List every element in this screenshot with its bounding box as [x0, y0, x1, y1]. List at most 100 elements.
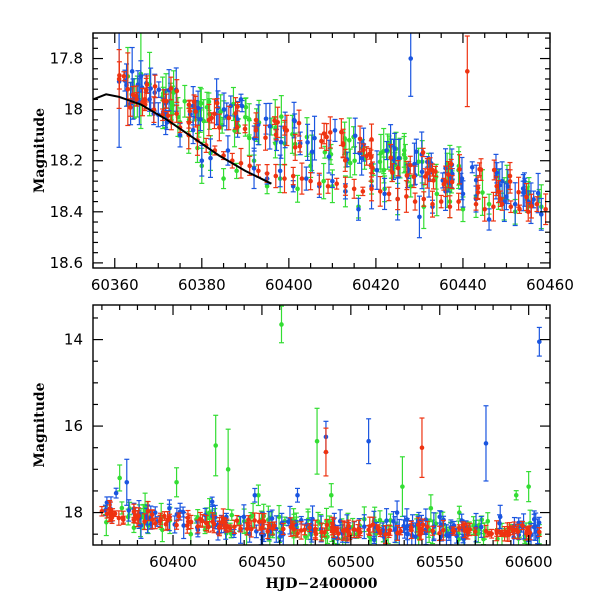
- data-point: [267, 102, 273, 150]
- data-point: [235, 101, 241, 112]
- data-point: [420, 518, 426, 532]
- data-point: [430, 171, 436, 190]
- series-red: [99, 417, 542, 544]
- data-point: [120, 515, 126, 524]
- data-point: [260, 512, 266, 530]
- data-point: [121, 71, 127, 82]
- data-point: [197, 107, 203, 132]
- data-point: [340, 128, 346, 159]
- data-point: [360, 186, 366, 197]
- data-point: [483, 405, 489, 482]
- data-point: [204, 91, 210, 123]
- data-point: [131, 522, 137, 534]
- x-tick-label: 60400: [149, 553, 197, 571]
- data-point: [291, 101, 297, 139]
- data-point: [165, 510, 171, 531]
- data-point: [305, 123, 311, 162]
- data-point: [396, 138, 402, 178]
- data-point: [327, 116, 333, 149]
- data-point: [295, 174, 301, 203]
- data-point: [456, 524, 462, 532]
- data-point: [421, 191, 427, 207]
- data-point: [243, 97, 249, 118]
- data-point: [297, 140, 303, 153]
- data-point: [203, 514, 209, 532]
- data-point: [157, 514, 163, 529]
- plot-area: [93, 33, 549, 239]
- data-point: [459, 156, 465, 201]
- y-tick-label: 18.4: [50, 203, 83, 221]
- data-point: [156, 81, 162, 99]
- data-point: [378, 133, 384, 173]
- data-point: [151, 96, 157, 124]
- data-point: [145, 500, 151, 522]
- data-point: [277, 154, 283, 188]
- data-point: [134, 509, 140, 528]
- data-point: [499, 529, 505, 538]
- data-point: [445, 160, 451, 189]
- data-point: [246, 119, 252, 156]
- data-point: [428, 494, 434, 523]
- data-point: [321, 527, 327, 538]
- data-point: [325, 178, 331, 194]
- data-point: [109, 510, 115, 525]
- y-tick-label: 18.6: [50, 254, 83, 272]
- data-point: [408, 33, 414, 97]
- x-tick-label: 60420: [352, 276, 400, 294]
- data-point: [174, 104, 180, 123]
- data-point: [256, 512, 262, 531]
- data-point: [361, 143, 367, 157]
- data-point: [494, 529, 500, 537]
- data-point: [176, 512, 182, 521]
- data-point: [206, 103, 212, 137]
- data-point: [536, 326, 542, 357]
- data-point: [357, 125, 363, 153]
- data-point: [308, 171, 314, 191]
- data-point: [303, 166, 309, 191]
- data-point: [255, 104, 261, 146]
- data-point: [536, 527, 542, 538]
- data-point: [381, 156, 387, 184]
- data-point: [543, 193, 549, 226]
- data-point: [335, 527, 341, 540]
- data-point: [460, 521, 466, 529]
- data-point: [469, 161, 475, 174]
- y-axis-title: Magnitude: [32, 382, 48, 467]
- data-point: [299, 162, 305, 195]
- data-point: [448, 158, 454, 170]
- data-point: [513, 490, 519, 501]
- data-point: [489, 528, 495, 539]
- data-point: [402, 143, 408, 173]
- data-point: [514, 525, 520, 534]
- data-point: [342, 521, 348, 540]
- data-point: [271, 521, 277, 531]
- data-point: [386, 186, 392, 202]
- data-point: [174, 467, 180, 498]
- data-point: [411, 165, 417, 189]
- data-point: [386, 529, 392, 539]
- data-point: [314, 407, 320, 475]
- data-point: [280, 522, 286, 536]
- data-point: [119, 501, 125, 515]
- data-point: [161, 89, 167, 113]
- data-point: [177, 121, 183, 134]
- data-point: [464, 35, 470, 108]
- data-point: [447, 195, 453, 219]
- data-point: [331, 526, 337, 535]
- data-point: [185, 509, 191, 526]
- data-point: [472, 527, 478, 536]
- data-point: [491, 159, 497, 181]
- data-point: [239, 99, 245, 113]
- data-point: [429, 190, 435, 218]
- data-point: [211, 98, 217, 130]
- data-point: [517, 204, 523, 214]
- data-point: [366, 418, 372, 465]
- data-point: [263, 124, 269, 151]
- data-point: [216, 517, 222, 537]
- series-blue: [116, 33, 544, 239]
- data-point: [226, 105, 232, 131]
- y-tick-label: 16: [64, 417, 83, 435]
- data-point: [273, 163, 279, 189]
- data-point: [302, 524, 308, 536]
